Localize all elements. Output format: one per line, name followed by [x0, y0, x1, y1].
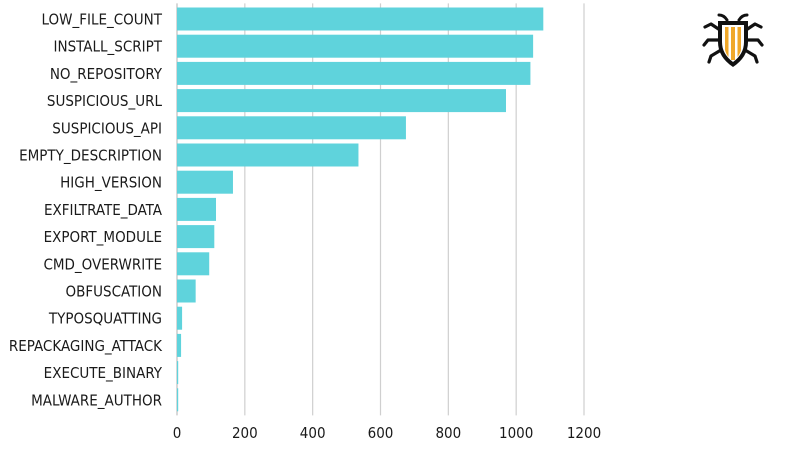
bar-repackaging-attack [177, 333, 182, 357]
x-tick-label: 200 [232, 424, 258, 442]
category-label: REPACKAGING_ATTACK [9, 337, 163, 356]
x-tick-label: 1000 [499, 424, 533, 442]
x-tick-label: 1200 [567, 424, 601, 442]
category-label: EMPTY_DESCRIPTION [19, 147, 162, 166]
bar-empty-description [177, 143, 359, 167]
bar-obfuscation [177, 279, 196, 303]
bar-suspicious-url [177, 89, 506, 113]
bar-malware-author [177, 388, 179, 412]
category-label: OBFUSCATION [65, 283, 162, 301]
bar-execute-binary [177, 361, 179, 385]
x-tick-label: 400 [300, 424, 326, 442]
category-label: HIGH_VERSION [60, 174, 162, 193]
x-tick-label: 600 [368, 424, 394, 442]
category-label: CMD_OVERWRITE [43, 255, 162, 274]
bar-high-version [177, 170, 233, 194]
shield-bug-icon [702, 13, 764, 67]
category-label: LOW_FILE_COUNT [42, 11, 163, 30]
category-label: EXECUTE_BINARY [44, 364, 163, 383]
category-label: NO_REPOSITORY [50, 65, 163, 84]
bar-cmd-overwrite [177, 252, 210, 276]
bar-export-module [177, 225, 215, 249]
bar-typosquatting [177, 306, 183, 330]
category-label: SUSPICIOUS_URL [47, 92, 163, 111]
bar-suspicious-api [177, 116, 406, 140]
bar-no-repository [177, 61, 531, 85]
x-tick-label: 0 [173, 424, 182, 442]
bar-low-file-count [177, 7, 544, 31]
x-tick-label: 800 [435, 424, 461, 442]
bar-exfiltrate-data [177, 197, 217, 221]
category-label: EXPORT_MODULE [44, 228, 162, 247]
category-label: SUSPICIOUS_API [52, 119, 162, 138]
category-label: TYPOSQUATTING [48, 310, 162, 328]
category-label: EXFILTRATE_DATA [44, 201, 163, 220]
category-label: MALWARE_AUTHOR [31, 391, 162, 410]
bar-install-script [177, 34, 534, 58]
category-label: INSTALL_SCRIPT [54, 38, 163, 57]
